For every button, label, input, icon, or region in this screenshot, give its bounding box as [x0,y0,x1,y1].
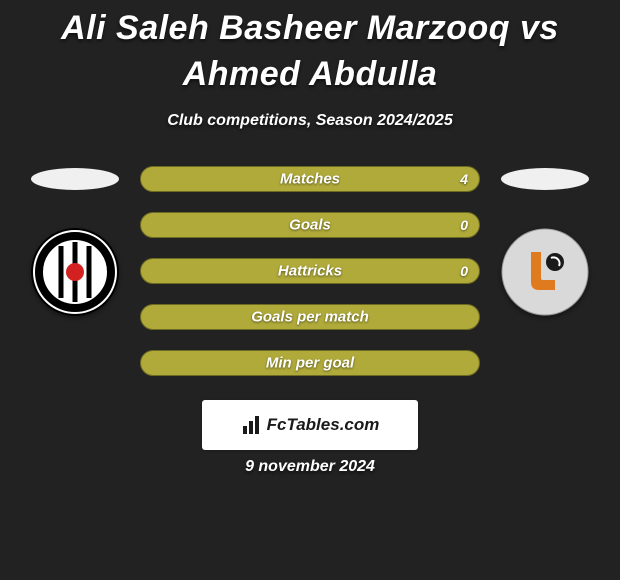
stat-bars: Matches 4 Goals 0 Hattricks 0 Goals per match M… [130,160,490,376]
subtitle: Club competitions, Season 2024/2025 [0,112,620,130]
stat-value-right: 4 [460,171,468,187]
stat-label: Min per goal [266,355,354,372]
stat-row: Goals 0 [140,212,480,238]
stat-label: Goals per match [251,309,369,326]
right-club-logo [501,228,589,316]
right-player-column [490,160,600,316]
stat-row: Goals per match [140,304,480,330]
left-player-pill [31,168,119,190]
infographic-root: Ali Saleh Basheer Marzooq vs Ahmed Abdul… [0,0,620,580]
stat-label: Hattricks [278,263,342,280]
stat-fill-left [141,213,310,237]
right-player-pill [501,168,589,190]
stat-value-right: 0 [460,217,468,233]
left-player-column [20,160,130,316]
stat-fill-right [310,213,479,237]
ajman-logo-icon [501,228,589,316]
page-title: Ali Saleh Basheer Marzooq vs Ahmed Abdul… [0,0,620,98]
chart-zone: Matches 4 Goals 0 Hattricks 0 Goals per match M… [0,160,620,376]
stat-row: Matches 4 [140,166,480,192]
left-club-logo [31,228,119,316]
brand-badge: FcTables.com [202,400,418,450]
bars-icon [241,414,263,436]
al-jazira-logo-icon [31,228,119,316]
date-text: 9 november 2024 [0,458,620,476]
stat-value-right: 0 [460,263,468,279]
stat-row: Hattricks 0 [140,258,480,284]
stat-label: Matches [280,171,340,188]
brand-text: FcTables.com [267,415,380,435]
stat-label: Goals [289,217,331,234]
stat-row: Min per goal [140,350,480,376]
